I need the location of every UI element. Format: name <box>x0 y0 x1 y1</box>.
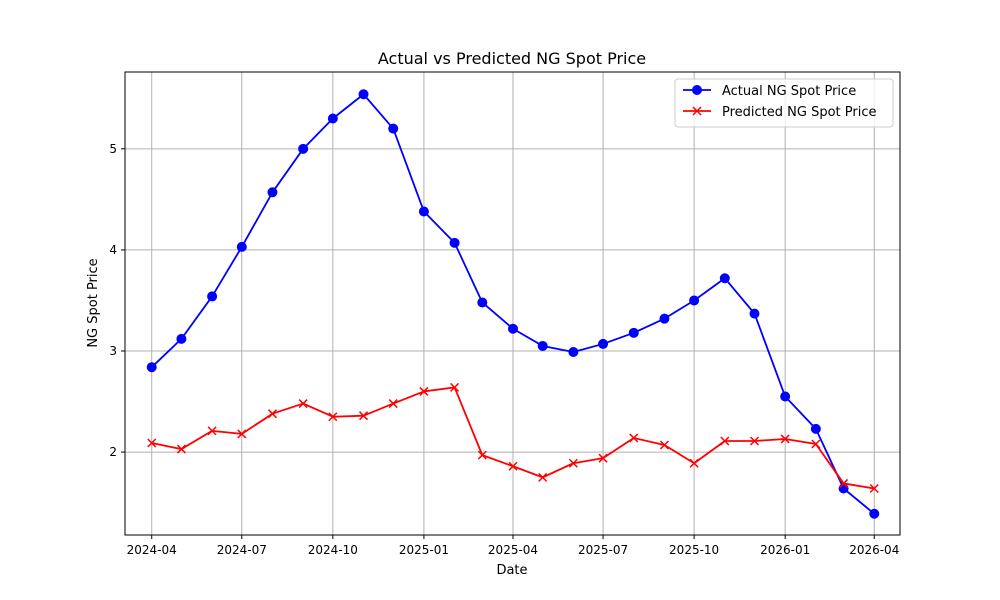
data-point <box>237 429 247 439</box>
data-point <box>869 483 879 494</box>
x-tick-label: 2025-07 <box>578 543 628 557</box>
x-tick-label: 2026-04 <box>849 543 899 557</box>
series-predicted <box>147 382 879 494</box>
data-point <box>298 399 308 409</box>
data-point <box>267 409 278 419</box>
data-point <box>147 438 157 448</box>
data-point <box>659 313 670 324</box>
legend-label: Predicted NG Spot Price <box>722 105 877 120</box>
data-point <box>780 434 790 444</box>
x-tick-label: 2025-01 <box>399 543 449 557</box>
x-tick-label: 2025-10 <box>669 543 719 557</box>
data-point <box>689 458 699 468</box>
data-point <box>146 362 157 373</box>
y-tick-label: 5 <box>109 142 117 156</box>
data-point <box>298 143 309 154</box>
data-point <box>477 297 488 308</box>
data-point <box>267 187 278 198</box>
data-point <box>508 461 518 471</box>
data-point <box>207 426 217 436</box>
data-point <box>207 291 218 302</box>
legend-item: Predicted NG Spot Price <box>683 105 877 120</box>
data-point <box>628 327 639 338</box>
data-point <box>538 472 548 482</box>
data-point <box>388 123 399 134</box>
series-actual <box>146 89 880 519</box>
x-tick-label: 2026-01 <box>760 543 810 557</box>
data-point <box>749 308 760 319</box>
data-point <box>477 450 487 460</box>
legend-item: Actual NG Spot Price <box>683 84 856 99</box>
data-point <box>537 340 548 351</box>
data-point <box>176 333 187 344</box>
data-point <box>689 295 700 306</box>
data-point <box>869 508 880 519</box>
data-point <box>358 89 369 100</box>
x-tick-label: 2024-04 <box>127 543 177 557</box>
data-point <box>568 347 579 358</box>
data-point <box>719 273 730 284</box>
data-point <box>838 483 849 494</box>
legend-box <box>674 78 894 128</box>
data-point <box>449 237 460 248</box>
y-axis-label: NG Spot Price <box>86 258 101 347</box>
legend-marker <box>692 85 702 95</box>
x-tick-label: 2024-07 <box>217 543 267 557</box>
y-tick-label: 4 <box>109 243 117 257</box>
grid <box>125 72 900 535</box>
data-point <box>327 113 338 124</box>
data-point <box>418 206 429 217</box>
data-point <box>810 423 821 434</box>
series-layer <box>146 89 880 519</box>
data-point <box>450 382 460 392</box>
data-point <box>749 436 760 446</box>
legend-label: Actual NG Spot Price <box>722 84 856 99</box>
data-point <box>780 391 791 402</box>
data-point <box>598 453 608 463</box>
x-axis-label: Date <box>496 563 527 578</box>
data-point <box>359 411 369 421</box>
data-point <box>236 241 247 252</box>
data-point <box>568 458 578 468</box>
data-point <box>659 440 669 450</box>
tick-layer: 2024-04 2024-07 2024-10 2025-01 2025-04 2025-… <box>109 142 899 557</box>
data-point <box>176 444 186 454</box>
data-point <box>328 412 338 422</box>
data-point <box>419 386 429 396</box>
y-tick-label: 3 <box>109 344 117 358</box>
y-tick-label: 2 <box>109 445 117 459</box>
x-tick-label: 2025-04 <box>488 543 538 557</box>
data-point <box>507 323 518 334</box>
data-point <box>629 433 639 443</box>
chart-title: Actual vs Predicted NG Spot Price <box>378 49 646 68</box>
x-tick-label: 2024-10 <box>308 543 358 557</box>
data-point <box>720 436 730 446</box>
data-point <box>839 478 849 488</box>
legend-marker <box>692 106 702 116</box>
data-point <box>388 399 398 409</box>
data-point <box>811 439 821 449</box>
data-point <box>598 338 609 349</box>
legend: Actual NG Spot Price Predicted NG Spot Pr… <box>674 78 894 128</box>
